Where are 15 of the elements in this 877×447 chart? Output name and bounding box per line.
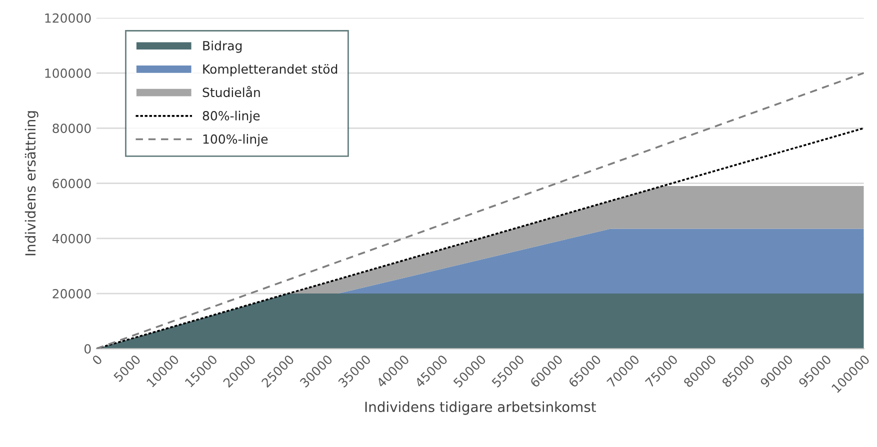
legend-label: Bidrag — [203, 40, 242, 53]
y-tick-label: 20000 — [52, 289, 91, 298]
y-tick-label: 40000 — [52, 234, 91, 244]
x-axis-title: Individens tidigare arbetsinkomst — [365, 401, 596, 415]
y-tick-label: 80000 — [52, 124, 91, 134]
y-tick-label: 100000 — [45, 68, 91, 78]
y-axis-title: Individens ersättning — [24, 111, 38, 256]
y-tick-label: 0 — [84, 344, 91, 354]
legend-label: 100%-linje — [203, 134, 268, 146]
x-tick-label: 0 — [92, 354, 103, 366]
y-tick-label: 60000 — [52, 178, 91, 188]
legend-label: 80%-linje — [202, 110, 260, 123]
legend-label: Kompletterandet stöd — [203, 64, 338, 76]
legend-label: Studielån — [202, 86, 260, 98]
y-tick-label: 120000 — [45, 13, 91, 23]
